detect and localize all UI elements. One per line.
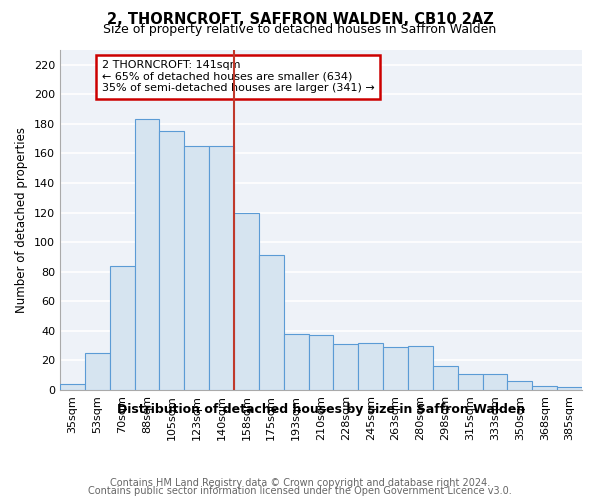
Bar (110, 266, 134, 390)
Bar (508, 381, 532, 390)
Bar (234, 212, 259, 390)
Bar (308, 336, 334, 390)
Bar (160, 132, 184, 390)
Bar (284, 334, 308, 390)
Bar (433, 366, 458, 390)
Bar (358, 342, 383, 390)
Text: 2 THORNCROFT: 141sqm
← 65% of detached houses are smaller (634)
35% of semi-deta: 2 THORNCROFT: 141sqm ← 65% of detached h… (102, 60, 374, 94)
Bar (383, 347, 408, 390)
Bar (85, 353, 110, 390)
Bar (408, 346, 433, 390)
Bar (184, 146, 209, 390)
Bar (334, 344, 358, 390)
Bar (259, 256, 284, 390)
Bar (60, 384, 85, 390)
Bar (134, 120, 160, 390)
Bar (209, 146, 234, 390)
Bar (482, 374, 508, 390)
Bar (557, 387, 582, 390)
Text: Contains public sector information licensed under the Open Government Licence v3: Contains public sector information licen… (88, 486, 512, 496)
Bar (458, 374, 482, 390)
Text: 2, THORNCROFT, SAFFRON WALDEN, CB10 2AZ: 2, THORNCROFT, SAFFRON WALDEN, CB10 2AZ (107, 12, 493, 28)
Text: Contains HM Land Registry data © Crown copyright and database right 2024.: Contains HM Land Registry data © Crown c… (110, 478, 490, 488)
Bar (532, 386, 557, 390)
Text: Size of property relative to detached houses in Saffron Walden: Size of property relative to detached ho… (103, 22, 497, 36)
Y-axis label: Number of detached properties: Number of detached properties (16, 127, 28, 313)
Text: Distribution of detached houses by size in Saffron Walden: Distribution of detached houses by size … (117, 402, 525, 415)
